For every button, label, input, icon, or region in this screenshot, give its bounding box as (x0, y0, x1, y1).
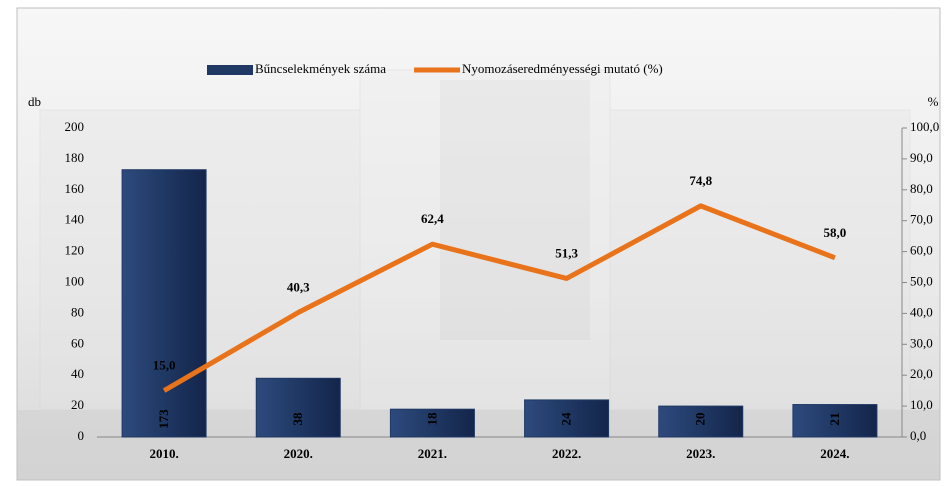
y-tick-label: 140 (65, 212, 85, 227)
x-tick-label: 2024. (820, 446, 849, 461)
y2-tick-label: 20,0 (910, 366, 933, 381)
line-value-label: 51,3 (555, 245, 578, 260)
y2-tick-label: 50,0 (910, 273, 933, 288)
y-tick-label: 200 (65, 119, 85, 134)
bar-value-label: 20 (693, 413, 708, 426)
bar-value-label: 24 (559, 412, 574, 426)
y2-tick-label: 30,0 (910, 335, 933, 350)
legend-label: Nyomozáseredményességi mutató (%) (462, 61, 663, 76)
y-tick-label: 120 (65, 243, 85, 258)
chart: db% 0 20 40 60 80 100 120 140 160 180 200 0,0 10,0 20,… (0, 0, 952, 486)
line-value-label: 58,0 (824, 225, 847, 240)
y-tick-label: 160 (65, 181, 85, 196)
legend-swatch (207, 65, 253, 75)
y2-tick-label: 70,0 (910, 212, 933, 227)
bar-value-label: 173 (156, 409, 171, 429)
y-tick-label: 180 (65, 150, 85, 165)
bar-value-label: 38 (290, 412, 305, 426)
line-value-label: 15,0 (153, 358, 176, 373)
legend-label: Bűncselekmények száma (255, 61, 386, 76)
y-tick-label: 80 (71, 304, 84, 319)
y2-tick-label: 40,0 (910, 304, 933, 319)
line-value-label: 74,8 (689, 173, 712, 188)
y2-tick-label: 0,0 (910, 428, 926, 443)
y2-tick-label: 60,0 (910, 243, 933, 258)
y-axis-title: db (28, 94, 41, 109)
y2-tick-label: 100,0 (910, 119, 939, 134)
bar-value-label: 21 (827, 413, 842, 426)
x-tick-label: 2023. (686, 446, 715, 461)
y-tick-label: 40 (71, 366, 84, 381)
x-tick-label: 2021. (418, 446, 447, 461)
y2-tick-label: 80,0 (910, 181, 933, 196)
y-tick-label: 60 (71, 335, 84, 350)
x-tick-label: 2022. (552, 446, 581, 461)
y2-axis-title: % (928, 94, 939, 109)
y2-tick-label: 10,0 (910, 397, 933, 412)
y-tick-label: 100 (65, 273, 85, 288)
y-tick-label: 0 (78, 428, 85, 443)
bar (122, 170, 206, 437)
y2-tick-label: 90,0 (910, 150, 933, 165)
line-value-label: 40,3 (287, 279, 310, 294)
bar (256, 378, 340, 437)
line-value-label: 62,4 (421, 211, 444, 226)
x-tick-label: 2020. (284, 446, 313, 461)
x-tick-label: 2010. (149, 446, 178, 461)
y-tick-label: 20 (71, 397, 84, 412)
bar-value-label: 18 (424, 412, 439, 426)
